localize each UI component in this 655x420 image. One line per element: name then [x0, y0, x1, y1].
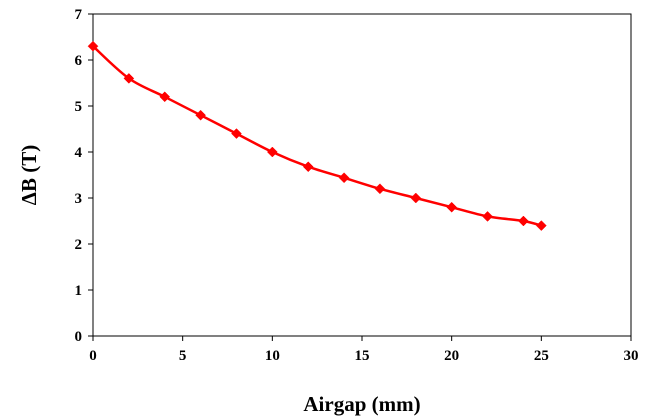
data-point-marker [159, 91, 171, 103]
data-point-marker [123, 73, 135, 84]
series-layer [87, 40, 547, 231]
x-tick-label: 15 [355, 348, 370, 364]
y-tick-label: 1 [75, 283, 83, 299]
data-point-marker [195, 109, 206, 121]
data-point-marker [338, 172, 350, 184]
data-point-marker [266, 146, 278, 158]
series-group [87, 40, 547, 231]
x-tick-label: 0 [89, 348, 97, 364]
x-tick-label: 10 [265, 348, 280, 364]
data-point-marker [231, 128, 242, 139]
data-point-marker [302, 161, 314, 173]
x-tick-label: 5 [179, 348, 187, 364]
x-axis-ticks [92, 336, 632, 341]
data-point-marker [410, 192, 422, 204]
y-axis-ticks [88, 13, 93, 337]
x-tick-label: 20 [444, 348, 459, 364]
y-tick-label: 6 [75, 53, 83, 69]
y-tick-label: 2 [75, 237, 83, 253]
x-axis-tick-labels: 0 5 10 15 20 25 30 [89, 348, 638, 364]
data-point-marker [446, 201, 458, 213]
y-tick-label: 7 [75, 7, 83, 23]
data-point-marker [535, 220, 547, 231]
y-tick-label: 5 [75, 99, 83, 115]
x-tick-label: 30 [624, 348, 639, 364]
y-axis-title: ΔB (T) [17, 145, 41, 205]
data-point-marker [87, 40, 99, 52]
data-point-marker [518, 215, 529, 227]
x-tick-label: 25 [534, 348, 549, 364]
data-point-marker [482, 211, 493, 222]
x-axis-title: Airgap (mm) [303, 392, 420, 416]
y-tick-label: 3 [75, 191, 83, 207]
y-tick-label: 0 [75, 329, 83, 345]
plot-frame [92, 13, 632, 337]
series-line [92, 45, 542, 227]
data-point-marker [374, 183, 386, 195]
y-tick-label: 4 [75, 145, 83, 161]
y-axis-tick-labels: 0 1 2 3 4 5 6 7 [75, 7, 83, 345]
